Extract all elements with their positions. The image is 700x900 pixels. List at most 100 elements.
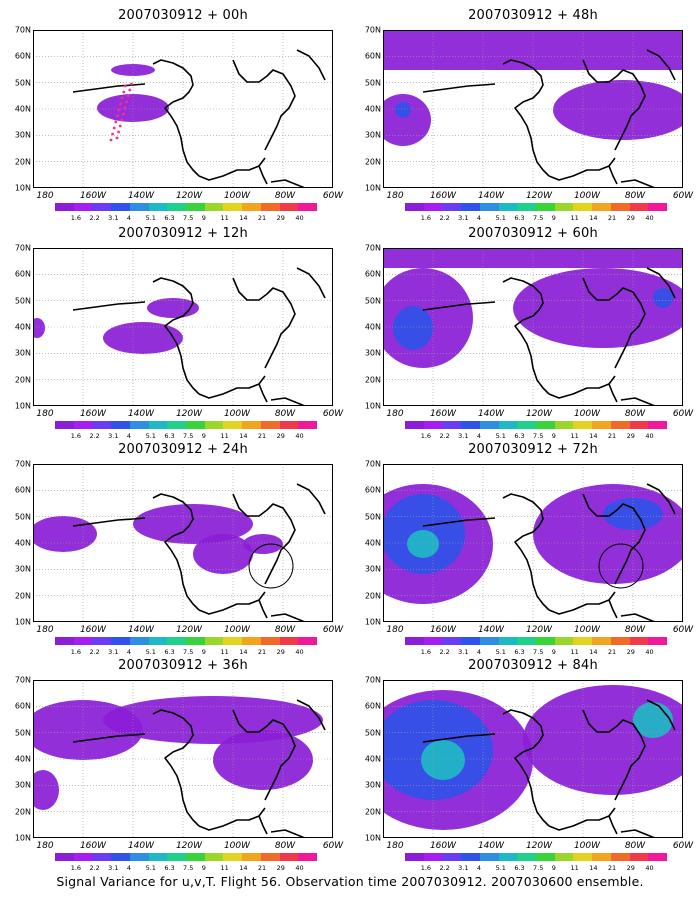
colorbar-label: 5.1 [495,648,506,656]
coastline [72,83,146,93]
colorbar-label: 7.5 [533,648,544,656]
colorbar-label: 6.3 [164,214,175,222]
longitude-tick-label: 180 [36,191,54,201]
colorbar-labels: 1.6 2.2 3.1 4 5.1 6.3 7.5 9 11 14 21 29 40 [55,648,317,656]
latitude-tick-label: 50N [364,512,381,522]
colorbar-segment [260,421,280,429]
coastline [72,517,146,527]
colorbar-segment [129,421,149,429]
colorbar-label: 29 [626,648,635,656]
longitude-tick-label: 60W [322,625,344,635]
signal-region [407,530,439,558]
signal-region [243,534,283,554]
colorbar-label: 3.1 [458,648,469,656]
colorbar-segment [405,421,424,429]
colorbar [55,203,318,213]
longitude-tick-label: 180 [36,841,54,851]
signal-region [603,498,663,530]
latitude-tick-label: 50N [14,296,31,306]
colorbar-label: 1.6 [420,432,432,440]
colorbar-segment [498,853,518,861]
colorbar-label: 11 [570,432,579,440]
latitude-tick-label: 50N [14,512,31,522]
latitude-tick-label: 40N [14,322,31,332]
longitude-labels: 180 160W 140W 120W 100W 80W 60W [383,841,693,853]
colorbar-segment [186,203,205,211]
colorbar-segment [204,637,224,645]
latitude-tick-label: 60N [14,269,31,279]
colorbar-label: 5.1 [145,214,156,222]
colorbar-segment [610,203,630,211]
latitude-tick-label: 50N [364,78,381,88]
colorbar-segment [298,421,318,429]
longitude-tick-label: 120W [175,625,203,635]
observation-point [124,84,127,88]
longitude-tick-label: 60W [322,841,344,851]
colorbar-segment [461,421,480,429]
colorbar-segment [479,637,499,645]
latitude-tick-label: 30N [14,130,31,140]
observation-point [122,112,125,116]
colorbar-segment [479,203,499,211]
colorbar-label: 29 [276,214,285,222]
colorbar-labels: 1.6 2.2 3.1 4 5.1 6.3 7.5 9 11 14 21 29 40 [405,214,667,222]
latitude-tick-label: 40N [14,104,31,114]
map-panel: 2007030912 + 00h 70N 60N 50N 40N 30N 20N 10N 180… [15,8,343,222]
colorbar-label: 1.6 [420,214,432,222]
colorbar-segment [55,203,74,211]
latitude-labels: 70N 60N 50N 40N 30N 20N 10N [359,244,383,411]
colorbar-label: 4 [126,432,132,440]
colorbar-label: 7.5 [533,432,544,440]
colorbar-labels: 1.6 2.2 3.1 4 5.1 6.3 7.5 9 11 14 21 29 40 [405,864,667,872]
map-panel: 2007030912 + 72h 70N 60N 50N 40N 30N 20N 10N 180… [365,442,693,656]
panel-title: 2007030912 + 36h [118,658,248,673]
colorbar-segment [610,853,630,861]
longitude-tick-label: 80W [274,191,296,201]
observation-point [119,102,122,106]
colorbar-label: 29 [626,864,635,872]
longitude-tick-label: 140W [477,191,505,201]
colorbar-label: 11 [220,432,229,440]
colorbar-segment [204,853,224,861]
coastline [422,301,496,311]
colorbar-segment [554,853,574,861]
panel-title: 2007030912 + 00h [118,8,248,23]
colorbar-label: 40 [295,648,304,656]
longitude-tick-label: 80W [624,625,646,635]
colorbar-segment [648,203,668,211]
latitude-tick-label: 60N [364,51,381,61]
colorbar-segment [554,203,574,211]
latitude-labels: 70N 60N 50N 40N 30N 20N 10N [359,460,383,627]
colorbar-segment [442,637,462,645]
signal-region [33,770,59,810]
colorbar-segment [461,853,480,861]
observation-point [120,96,124,100]
longitude-tick-label: 100W [573,625,601,635]
coastline [502,277,550,395]
coastline [270,397,306,406]
longitude-tick-label: 160W [429,191,457,201]
signal-region [213,730,313,790]
longitude-tick-label: 100W [223,191,251,201]
colorbar-label: 29 [276,864,285,872]
colorbar-label: 14 [239,432,248,440]
colorbar-label: 9 [551,864,556,872]
coastline [152,277,200,395]
colorbar-segment [223,637,243,645]
coastline [502,493,550,611]
coastline [608,599,618,619]
signal-region [421,740,465,780]
longitude-tick-label: 60W [672,191,694,201]
map-frame [383,680,683,838]
colorbar-segment [405,853,424,861]
colorbar-segment [279,853,299,861]
longitude-tick-label: 140W [477,841,505,851]
colorbar-segment [111,203,130,211]
latitude-labels: 70N 60N 50N 40N 30N 20N 10N [9,460,33,627]
coastline [232,59,296,151]
colorbar-label: 2.2 [89,214,100,222]
longitude-tick-label: 80W [624,409,646,419]
colorbar-segment [260,853,280,861]
latitude-tick-label: 10N [14,401,31,411]
latitude-tick-label: 70N [364,243,381,253]
